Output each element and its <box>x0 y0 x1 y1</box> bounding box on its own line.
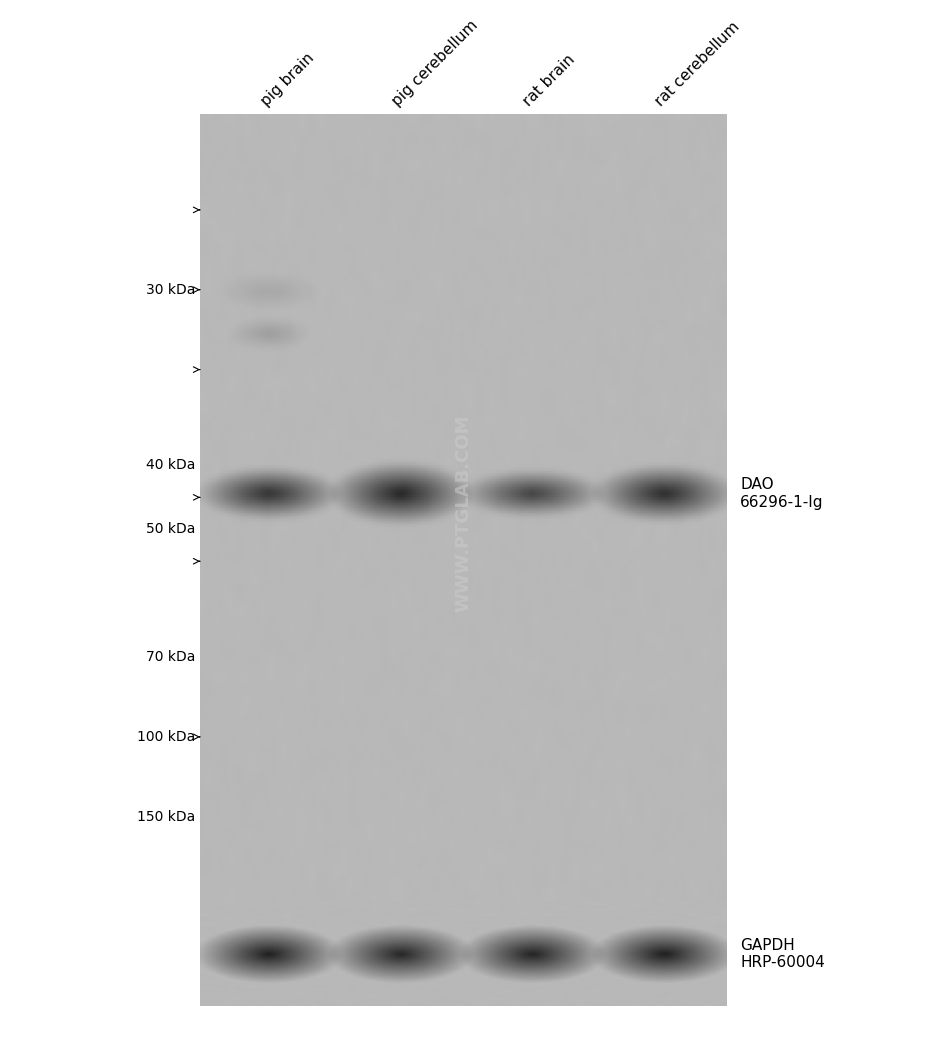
Text: pig cerebellum: pig cerebellum <box>389 18 481 109</box>
Text: 30 kDa: 30 kDa <box>146 283 196 297</box>
Text: rat brain: rat brain <box>521 52 578 109</box>
Text: pig brain: pig brain <box>258 50 317 109</box>
Text: 70 kDa: 70 kDa <box>146 650 196 664</box>
Text: 40 kDa: 40 kDa <box>146 458 196 473</box>
Text: 50 kDa: 50 kDa <box>146 523 196 536</box>
Text: 100 kDa: 100 kDa <box>137 730 196 744</box>
Text: 150 kDa: 150 kDa <box>137 810 196 823</box>
Text: WWW.PTGLAB.COM: WWW.PTGLAB.COM <box>454 415 472 612</box>
Text: rat cerebellum: rat cerebellum <box>653 19 743 109</box>
Text: GAPDH
HRP-60004: GAPDH HRP-60004 <box>740 937 825 971</box>
Text: DAO
66296-1-Ig: DAO 66296-1-Ig <box>740 477 824 509</box>
